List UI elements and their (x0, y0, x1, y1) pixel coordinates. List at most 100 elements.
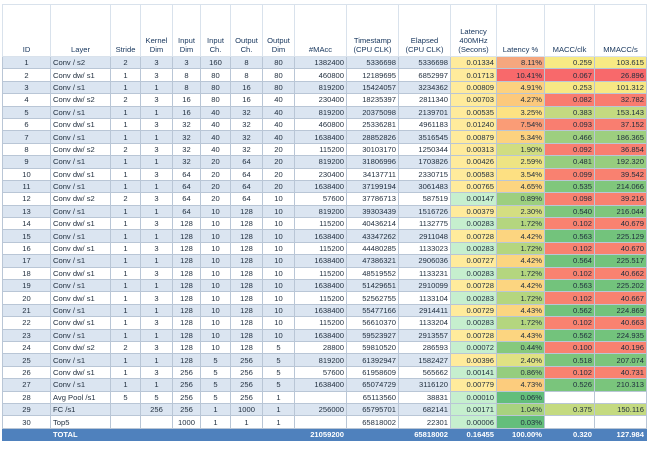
total-row: TOTAL 21059200 65818002 0.16455 100.00% … (2, 427, 647, 442)
cell-elapsed: 3516545 (398, 130, 451, 144)
cell-macc-per-clk: 0.098 (544, 192, 595, 206)
cell-timestamp: 48519552 (346, 266, 399, 281)
cell-mmacc-per-s: 40.679 (594, 217, 647, 231)
cell-output-dim: 5 (262, 378, 295, 392)
cell-input-ch: 10 (200, 303, 231, 318)
cell-kernel-dim: 3 (140, 55, 173, 70)
cell-latency-pct: 1.72% (496, 266, 545, 281)
cell-latency-pct: 4.43% (496, 328, 545, 343)
cell-timestamp: 65818002 (346, 415, 399, 429)
cell-input-dim: 128 (172, 303, 201, 318)
total-macc-per-clk: 0.320 (544, 427, 595, 442)
cell-id: 6 (2, 117, 51, 132)
total-cell-input-dim (172, 427, 201, 442)
cell-elapsed: 682141 (398, 402, 451, 417)
cell-stride: 2 (110, 55, 141, 70)
table-row: 7 Conv / s1 1 1 32 40 32 40 1638400 28852826 35165… (2, 130, 647, 144)
cell-id: 26 (2, 365, 51, 380)
cell-latency-pct: 2.59% (496, 155, 545, 169)
cell-output-dim: 80 (262, 68, 295, 82)
cell-mmacc-per-s: 39.542 (594, 167, 647, 181)
cell-input-dim: 16 (172, 93, 201, 107)
cell-elapsed: 5336698 (398, 55, 451, 70)
cell-layer: Conv / s1 (50, 229, 111, 243)
cell-mmacc-per-s: 225.202 (594, 279, 647, 293)
table-row: 28 Avg Pool /s1 5 5 256 5 256 1 65113560 38831 0.0… (2, 390, 647, 404)
total-cell-stride (110, 427, 141, 442)
cell-macc-per-clk: 0.102 (544, 365, 595, 380)
cell-output-dim: 10 (262, 217, 295, 231)
table-row: 5 Conv / s1 1 1 16 40 32 40 819200 20375098 213970… (2, 105, 647, 119)
cell-mmacc-per-s: 32.782 (594, 93, 647, 107)
cell-output-ch: 16 (230, 80, 263, 95)
table-row: 16 Conv dw/ s1 1 3 128 10 128 10 115200 44480285 1… (2, 241, 647, 256)
cell-latency-pct: 8.11% (496, 55, 545, 70)
cell-input-ch: 20 (200, 179, 231, 194)
cell-latency-sec: 0.00283 (450, 266, 497, 281)
cell-output-ch: 32 (230, 142, 263, 157)
cell-output-ch: 8 (230, 68, 263, 82)
cell-input-dim: 8 (172, 80, 201, 95)
cell-input-ch: 10 (200, 241, 231, 256)
cell-macc-per-clk: 0.466 (544, 130, 595, 144)
cell-macc-per-clk: 0.540 (544, 204, 595, 219)
cell-stride: 1 (110, 365, 141, 380)
header-layer: Layer (50, 4, 111, 57)
cell-id: 12 (2, 192, 51, 206)
cell-macc-per-clk: 0.253 (544, 80, 595, 95)
cell-input-dim: 256 (172, 378, 201, 392)
cell-input-dim: 256 (172, 390, 201, 404)
cell-kernel-dim: 256 (140, 402, 173, 417)
cell-latency-pct: 7.54% (496, 117, 545, 132)
cell-kernel-dim: 3 (140, 291, 173, 305)
total-cell-id (2, 427, 51, 442)
table-row: 14 Conv dw/ s1 1 3 128 10 128 10 115200 40436214 1… (2, 217, 647, 231)
cell-output-dim: 5 (262, 365, 295, 380)
cell-macc: 1638400 (294, 130, 347, 144)
cell-macc-per-clk: 0.100 (544, 340, 595, 355)
cell-input-ch: 10 (200, 316, 231, 330)
cell-output-ch: 256 (230, 365, 263, 380)
cell-elapsed: 1250344 (398, 142, 451, 157)
cell-macc: 1638400 (294, 378, 347, 392)
cell-mmacc-per-s: 40.667 (594, 291, 647, 305)
cell-stride: 5 (110, 390, 141, 404)
cell-elapsed: 38831 (398, 390, 451, 404)
cell-input-ch: 80 (200, 80, 231, 95)
cell-latency-pct: 4.27% (496, 93, 545, 107)
cell-input-ch: 1 (200, 415, 231, 429)
cell-stride: 1 (110, 105, 141, 119)
cell-stride: 1 (110, 179, 141, 194)
cell-kernel-dim: 3 (140, 93, 173, 107)
cell-mmacc-per-s: 40.196 (594, 340, 647, 355)
cell-stride: 1 (110, 316, 141, 330)
table-row: 9 Conv / s1 1 1 32 20 64 20 819200 31806996 170382… (2, 155, 647, 169)
cell-output-ch: 128 (230, 217, 263, 231)
cell-layer: Conv dw/ s1 (50, 167, 111, 181)
cell-elapsed: 1133104 (398, 291, 451, 305)
cell-latency-sec: 0.00171 (450, 402, 497, 417)
cell-id: 25 (2, 353, 51, 367)
cell-latency-sec: 0.00006 (450, 415, 497, 429)
cell-macc-per-clk (544, 415, 595, 429)
cell-output-dim: 40 (262, 93, 295, 107)
cell-elapsed: 4961183 (398, 117, 451, 132)
cell-output-ch: 128 (230, 279, 263, 293)
cell-latency-sec: 0.00779 (450, 378, 497, 392)
cell-output-ch: 128 (230, 229, 263, 243)
cell-macc: 819200 (294, 204, 347, 219)
cell-input-ch: 20 (200, 155, 231, 169)
cell-output-dim: 10 (262, 204, 295, 219)
cell-stride: 1 (110, 229, 141, 243)
cell-kernel-dim: 1 (140, 130, 173, 144)
cell-elapsed: 3116120 (398, 378, 451, 392)
cell-latency-pct: 1.72% (496, 241, 545, 256)
cell-elapsed: 1133204 (398, 316, 451, 330)
cell-timestamp: 5336698 (346, 55, 399, 70)
cell-timestamp: 51429651 (346, 279, 399, 293)
cell-kernel-dim: 1 (140, 204, 173, 219)
cell-macc-per-clk: 0.564 (544, 254, 595, 268)
cell-input-dim: 128 (172, 229, 201, 243)
cell-stride: 1 (110, 80, 141, 95)
cell-stride: 1 (110, 204, 141, 219)
